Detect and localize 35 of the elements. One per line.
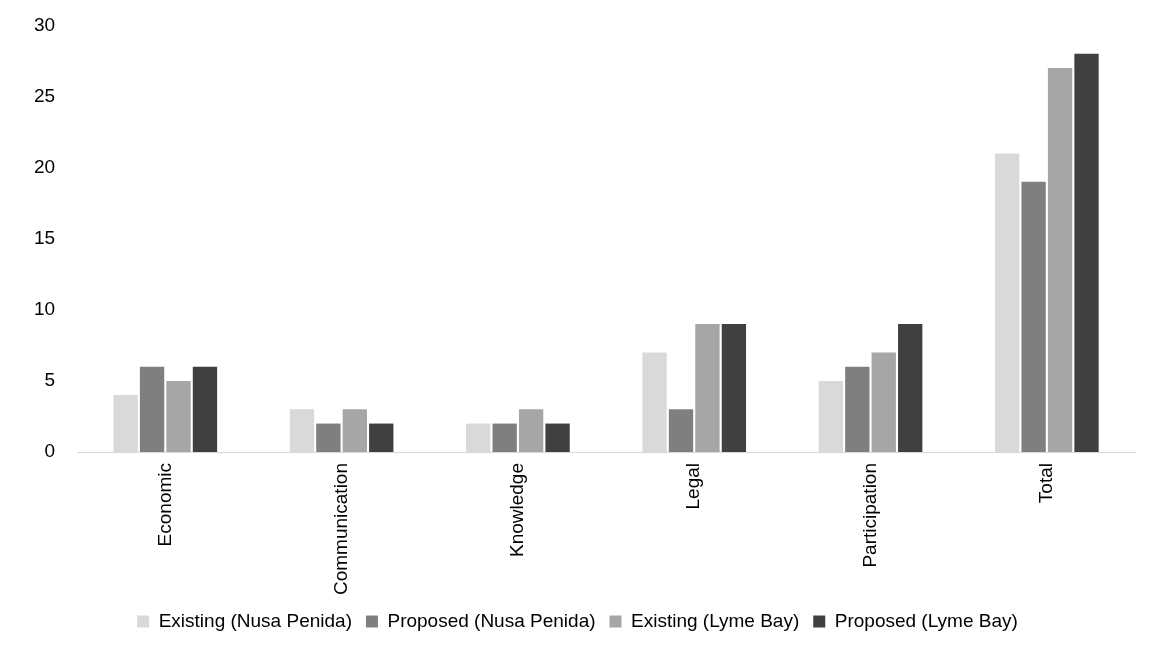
y-tick-label: 20 [33, 155, 56, 177]
legend-label: Proposed (Lyme Bay) [834, 609, 1018, 631]
bar [695, 324, 720, 452]
bar [342, 409, 367, 452]
y-tick-label: 25 [33, 84, 56, 106]
y-tick-label: 30 [33, 13, 56, 35]
bar [192, 366, 218, 452]
legend-label: Existing (Lyme Bay) [631, 609, 800, 631]
bar [845, 366, 870, 452]
bar [871, 352, 896, 452]
bar [1021, 181, 1046, 452]
bar [492, 423, 517, 452]
y-tick-label: 5 [44, 369, 56, 391]
bar [166, 380, 191, 452]
y-tick-label: 10 [33, 298, 56, 320]
bar [721, 324, 747, 452]
bar [518, 409, 544, 452]
bar [316, 423, 341, 452]
x-tick-label: Participation [858, 463, 880, 568]
bar [545, 423, 570, 452]
x-tick-label: Economic [153, 463, 175, 547]
bar [139, 366, 165, 452]
bar [369, 423, 394, 452]
x-tick-label: Total [1035, 463, 1057, 504]
bar [1074, 53, 1099, 452]
bar [1047, 68, 1073, 452]
legend-label: Proposed (Nusa Penida) [387, 609, 596, 631]
x-tick-label: Communication [329, 463, 351, 595]
bar [898, 324, 923, 452]
y-tick-label: 0 [44, 440, 56, 462]
x-tick-label: Legal [682, 463, 704, 510]
bar [668, 409, 694, 452]
x-tick-label: Knowledge [506, 463, 528, 558]
legend-label: Existing (Nusa Penida) [158, 609, 352, 631]
y-tick-label: 15 [33, 226, 56, 248]
